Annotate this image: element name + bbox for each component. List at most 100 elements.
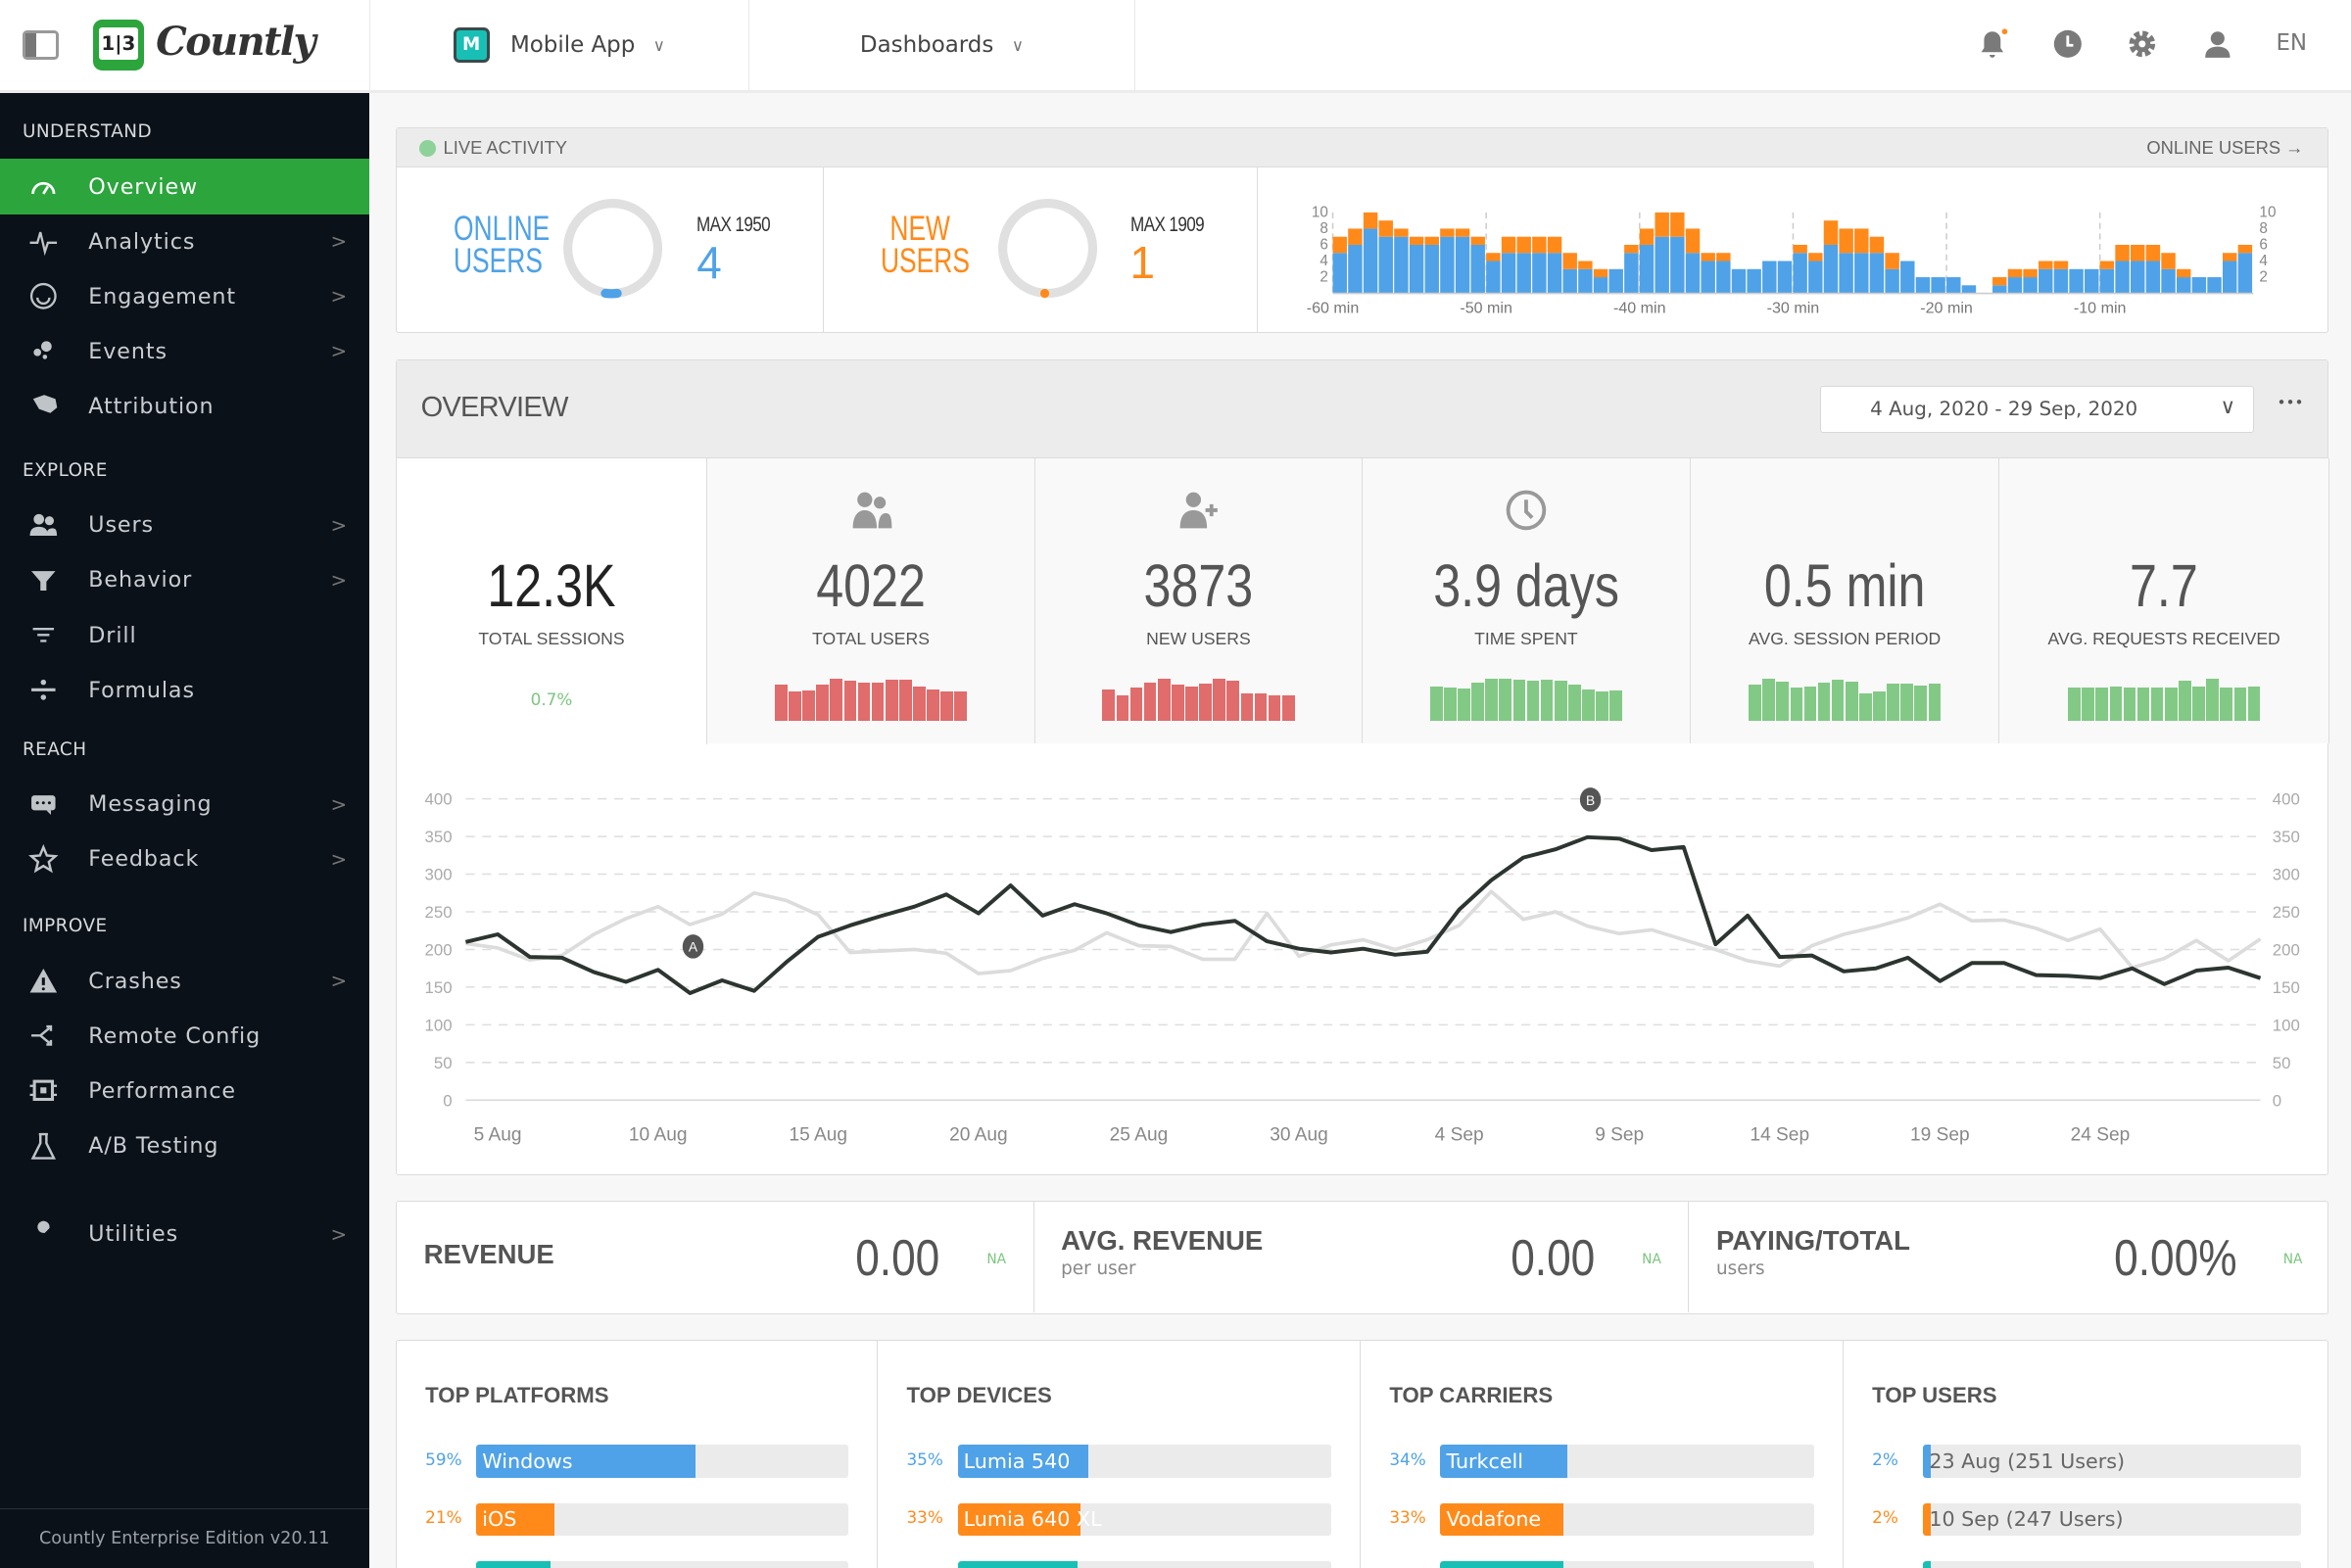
- sidebar-item-utilities[interactable]: Utilities >: [0, 1207, 369, 1262]
- row-percent: 33%: [1389, 1507, 1426, 1528]
- stat-value: 7.7: [2130, 551, 2199, 619]
- sidebar-item-messaging[interactable]: Messaging >: [0, 777, 369, 832]
- online-users-link[interactable]: ONLINE USERS →: [2146, 137, 2304, 159]
- row-name: Turkcell: [1446, 1449, 1524, 1473]
- top-list-row[interactable]: 21% iOS: [425, 1502, 849, 1537]
- gear-icon[interactable]: [2126, 27, 2159, 61]
- sidebar-item-drill[interactable]: Drill: [0, 607, 369, 663]
- y-tick-label-right: 0: [2273, 1091, 2281, 1110]
- row-bar-fill: [476, 1561, 552, 1568]
- sidebar-item-analytics[interactable]: Analytics >: [0, 214, 369, 269]
- sidebar-item-formulas[interactable]: Formulas: [0, 662, 369, 718]
- sidebar-item-attribution[interactable]: Attribution: [0, 378, 369, 434]
- stat-total-sessions[interactable]: 12.3K TOTAL SESSIONS 0.7%: [397, 457, 707, 745]
- stat-new-users[interactable]: 3873 NEW USERS: [1035, 457, 1363, 743]
- stat-avg-session-period[interactable]: 0.5 min AVG. SESSION PERIOD: [1690, 457, 2000, 743]
- app-selector[interactable]: M Mobile App ∨: [368, 0, 750, 90]
- bell-icon[interactable]: [1976, 27, 2009, 61]
- new-users-bar: [2023, 268, 2038, 277]
- date-range-picker[interactable]: 4 Aug, 2020 - 29 Sep, 2020 ∨: [1819, 386, 2255, 433]
- metric-trend: NA: [1642, 1251, 1661, 1267]
- sidebar-item-label: Crashes: [88, 968, 182, 994]
- sidebar-item-crashes[interactable]: Crashes >: [0, 953, 369, 1009]
- sidebar-item-events[interactable]: Events >: [0, 323, 369, 379]
- sidebar-item-users[interactable]: Users >: [0, 498, 369, 553]
- top-list-row[interactable]: 59% Windows: [425, 1444, 849, 1478]
- new-users-bar: [2222, 253, 2237, 261]
- sparkline-bar: [1596, 690, 1608, 721]
- online-users-bar: [1899, 261, 1915, 294]
- new-users-bar: [1593, 268, 1607, 277]
- sparkline-bar: [1281, 694, 1295, 721]
- online-label-1: ONLINE: [454, 209, 551, 248]
- annotation-marker[interactable]: [1579, 786, 1602, 812]
- top-list-row[interactable]: [1872, 1561, 2301, 1568]
- chevron-down-icon: ∨: [1011, 34, 1025, 55]
- online-users-bar: [1639, 244, 1654, 294]
- sparkline: [1429, 676, 1622, 721]
- user-icon[interactable]: [2201, 27, 2234, 61]
- top-list-row[interactable]: 34% Turkcell: [1389, 1444, 1815, 1478]
- top-list-row[interactable]: [425, 1561, 849, 1568]
- online-label-2: USERS: [454, 242, 544, 281]
- chevron-right-icon: >: [330, 285, 349, 309]
- top-list-title: TOP DEVICES: [906, 1383, 1052, 1408]
- sidebar-toggle-icon[interactable]: [22, 29, 59, 61]
- row-bar-fill: [1440, 1502, 1564, 1537]
- top-list-row[interactable]: 33% Vodafone: [1389, 1502, 1815, 1537]
- stat-value: 3873: [1143, 551, 1254, 619]
- sidebar-item-behavior[interactable]: Behavior >: [0, 552, 369, 608]
- row-bar-track: Windows: [476, 1444, 849, 1478]
- x-tick-label: 5 Aug: [474, 1124, 522, 1145]
- online-users-bar: [1931, 276, 1945, 294]
- stats-row: 12.3K TOTAL SESSIONS 0.7% 4022 TOTAL USERS 38…: [397, 457, 2330, 745]
- sparkline: [2068, 676, 2261, 721]
- chevron-right-icon: >: [330, 847, 349, 871]
- top-list-row[interactable]: 2% 10 Sep (247 Users): [1872, 1502, 2301, 1537]
- online-users-bar: [1945, 276, 1961, 294]
- top-list-row[interactable]: [906, 1561, 1332, 1568]
- top-list-row[interactable]: [1389, 1561, 1815, 1568]
- new-users-bar: [1424, 236, 1439, 245]
- online-users-bar: [1991, 285, 2007, 294]
- stat-time-spent[interactable]: 3.9 days TIME SPENT: [1362, 457, 1691, 743]
- sidebar-item-feedback[interactable]: Feedback >: [0, 832, 369, 887]
- stat-value: 3.9 days: [1432, 551, 1619, 619]
- online-users-widget: ONLINE USERS MAX 1950 4: [397, 166, 825, 333]
- sparkline-bar: [954, 690, 968, 721]
- top-list-row[interactable]: 33% Lumia 640 XL: [906, 1502, 1332, 1537]
- sidebar-item-performance[interactable]: Performance: [0, 1063, 369, 1118]
- sparkline-bar: [1129, 688, 1143, 721]
- more-options-button[interactable]: •••: [2277, 394, 2304, 412]
- brand-name[interactable]: Countly: [156, 19, 315, 65]
- x-tick-label: 30 Aug: [1270, 1124, 1328, 1145]
- sessions-line-chart: 0 0 50 50 100 100 150 150 200 200 250 250 300 300 350 3…: [425, 786, 2300, 1145]
- annotation-marker[interactable]: [682, 933, 704, 959]
- sparkline-bar: [2082, 688, 2094, 721]
- row-bar-track: [957, 1561, 1332, 1568]
- x-tick-label: -60 min: [1306, 299, 1359, 316]
- x-tick-label: -40 min: [1613, 299, 1666, 316]
- clock-icon[interactable]: [2051, 27, 2085, 61]
- sparkline-bar: [1254, 692, 1268, 721]
- top-list-row[interactable]: 35% Lumia 540: [906, 1444, 1332, 1478]
- sidebar-item-overview[interactable]: Overview: [0, 159, 369, 214]
- online-users-bar: [1701, 261, 1715, 294]
- stat-total-users[interactable]: 4022 TOTAL USERS: [706, 457, 1036, 743]
- sidebar-item-label: Analytics: [88, 228, 196, 255]
- date-range-value: 4 Aug, 2020 - 29 Sep, 2020: [1870, 398, 2138, 421]
- online-users-bar: [1608, 268, 1623, 294]
- sidebar-item-remote-config[interactable]: Remote Config: [0, 1008, 369, 1064]
- y-tick-label-right: 10: [2259, 204, 2276, 220]
- top-list-row[interactable]: 2% 23 Aug (251 Users): [1872, 1444, 2301, 1478]
- y-tick-label-left: 50: [434, 1054, 453, 1072]
- dashboards-menu[interactable]: Dashboards ∨: [749, 0, 1135, 90]
- top-list-top-devices: TOP DEVICES 35% Lumia 540 33% Lumia 640 XL: [878, 1341, 1362, 1568]
- language-selector[interactable]: EN: [2276, 29, 2308, 56]
- stat-avg-requests-received[interactable]: 7.7 AVG. REQUESTS RECEIVED: [1999, 457, 2329, 743]
- new-users-bar: [2176, 268, 2191, 277]
- sidebar-item-engagement[interactable]: Engagement >: [0, 268, 369, 324]
- sparkline-bar: [775, 685, 788, 721]
- sidebar-item-label: Overview: [88, 173, 199, 200]
- sidebar-item-a-b-testing[interactable]: A/B Testing: [0, 1118, 369, 1174]
